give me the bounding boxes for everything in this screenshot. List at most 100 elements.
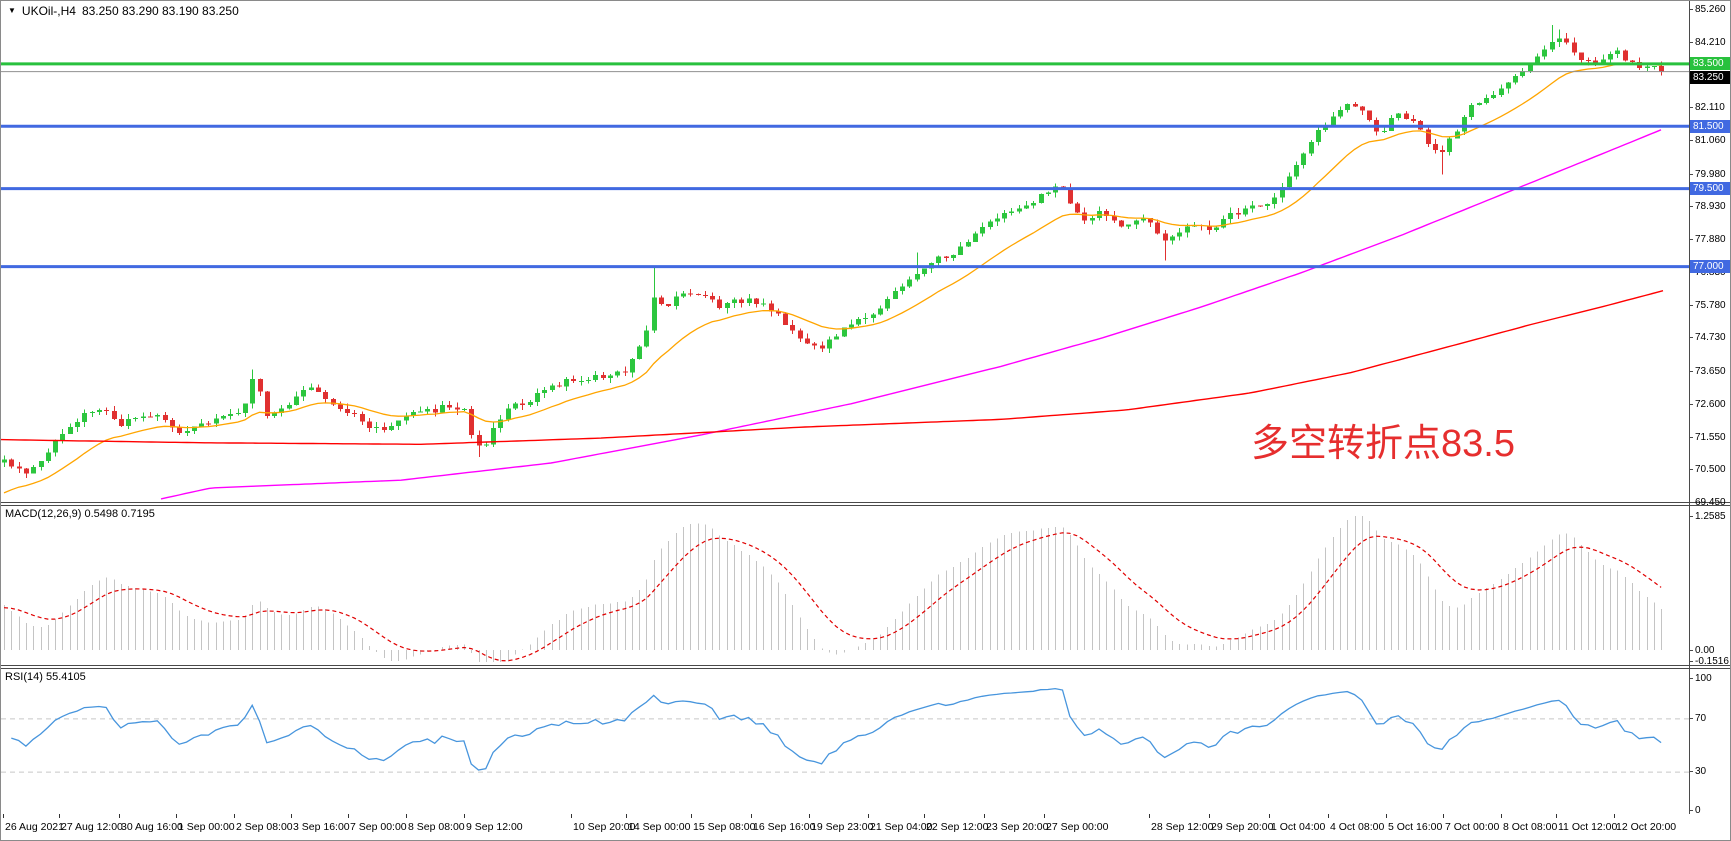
axis-tick bbox=[1689, 718, 1693, 719]
time-label: 10 Sep 20:00 bbox=[573, 821, 636, 833]
time-label: 8 Sep 08:00 bbox=[408, 821, 465, 833]
time-label: 29 Sep 20:00 bbox=[1211, 821, 1274, 833]
time-label: 4 Oct 08:00 bbox=[1330, 821, 1385, 833]
rsi-label: RSI(14) 55.4105 bbox=[5, 671, 86, 683]
macd-pane bbox=[1, 506, 1689, 665]
time-label: 19 Sep 23:00 bbox=[811, 821, 874, 833]
time-label: 1 Oct 04:00 bbox=[1271, 821, 1326, 833]
axis-tick bbox=[1689, 436, 1693, 438]
time-tick bbox=[406, 814, 407, 818]
macd-axis-label: 1.2585 bbox=[1695, 511, 1726, 522]
axis-tick bbox=[1689, 139, 1693, 141]
candles-group bbox=[2, 24, 1664, 478]
axis-tick bbox=[1689, 469, 1693, 471]
time-tick bbox=[464, 814, 465, 818]
axis-tick bbox=[1689, 206, 1693, 208]
time-label: 7 Sep 00:00 bbox=[350, 821, 407, 833]
time-tick bbox=[119, 814, 120, 818]
time-tick bbox=[348, 814, 349, 818]
axis-tick bbox=[1689, 810, 1693, 811]
time-tick bbox=[59, 814, 60, 818]
time-label: 27 Aug 12:00 bbox=[61, 821, 123, 833]
price-axis-label: 84.210 bbox=[1695, 36, 1726, 48]
time-tick bbox=[291, 814, 292, 818]
time-tick bbox=[176, 814, 177, 818]
axis-tick bbox=[1689, 371, 1693, 373]
axis-tick bbox=[1689, 661, 1693, 662]
axis-tick bbox=[1689, 107, 1693, 109]
time-label: 26 Aug 2021 bbox=[5, 821, 64, 833]
time-tick bbox=[868, 814, 869, 818]
time-tick bbox=[1209, 814, 1210, 818]
pane-separator bbox=[1, 668, 1730, 669]
ma-mid-line[interactable] bbox=[160, 129, 1662, 500]
pane-separator[interactable] bbox=[1, 502, 1730, 503]
time-tick bbox=[1328, 814, 1329, 818]
price-axis-label: 72.600 bbox=[1695, 398, 1726, 410]
macd-axis-label: -0.1516 bbox=[1695, 656, 1729, 667]
price-axis-label: 85.260 bbox=[1695, 4, 1726, 15]
axis-tick bbox=[1689, 304, 1693, 306]
macd-canvas[interactable] bbox=[1, 506, 1689, 665]
price-badge-83.500: 83.500 bbox=[1690, 57, 1730, 71]
time-tick bbox=[984, 814, 985, 818]
time-label: 2 Sep 08:00 bbox=[236, 821, 293, 833]
time-label: 11 Oct 12:00 bbox=[1558, 821, 1618, 833]
macd-signal-line bbox=[3, 532, 1662, 662]
ma-fast-line[interactable] bbox=[3, 62, 1662, 494]
time-tick bbox=[691, 814, 692, 818]
symbol-dropdown-icon[interactable]: ▼ bbox=[8, 6, 16, 15]
time-label: 27 Sep 00:00 bbox=[1046, 821, 1109, 833]
price-axis-label: 70.500 bbox=[1695, 464, 1726, 476]
time-tick bbox=[751, 814, 752, 818]
ohlc-values: 83.250 83.290 83.190 83.250 bbox=[81, 4, 239, 18]
price-axis-label: 74.730 bbox=[1695, 332, 1726, 344]
time-label: 15 Sep 08:00 bbox=[693, 821, 756, 833]
time-label: 7 Oct 00:00 bbox=[1445, 821, 1500, 833]
time-label: 30 Aug 16:00 bbox=[121, 821, 183, 833]
price-axis-label: 77.880 bbox=[1695, 234, 1726, 246]
axis-tick bbox=[1689, 9, 1693, 10]
macd-axis-label: 0.00 bbox=[1695, 645, 1715, 656]
price-badge-79.500: 79.500 bbox=[1690, 182, 1730, 196]
time-label: 12 Oct 20:00 bbox=[1616, 821, 1677, 833]
time-tick bbox=[1614, 814, 1615, 818]
rsi-pane bbox=[1, 669, 1689, 814]
time-label: 21 Sep 04:00 bbox=[870, 821, 933, 833]
time-tick bbox=[1386, 814, 1387, 818]
time-axis[interactable]: 26 Aug 2021 27 Aug 12:00 30 Aug 16:00 1 Sep… bbox=[1, 814, 1730, 840]
rsi-axis-label: 100 bbox=[1695, 673, 1712, 684]
axis-tick bbox=[1689, 239, 1693, 241]
rsi-canvas[interactable] bbox=[1, 669, 1689, 814]
ma-slow-line[interactable] bbox=[1, 290, 1664, 445]
time-tick bbox=[1501, 814, 1502, 818]
rsi-axis-label: 0 bbox=[1695, 805, 1701, 816]
time-label: 16 Sep 16:00 bbox=[753, 821, 816, 833]
price-axis-line bbox=[1689, 1, 1690, 814]
pane-separator[interactable] bbox=[1, 665, 1730, 666]
macd-title: MACD(12,26,9) bbox=[5, 508, 82, 520]
price-axis-label: 78.930 bbox=[1695, 201, 1726, 213]
main-chart-canvas[interactable] bbox=[1, 1, 1689, 502]
price-axis-label: 82.110 bbox=[1695, 102, 1725, 114]
time-tick bbox=[571, 814, 572, 818]
time-tick bbox=[1269, 814, 1270, 818]
time-label: 5 Oct 16:00 bbox=[1388, 821, 1443, 833]
time-label: 23 Sep 20:00 bbox=[986, 821, 1049, 833]
axis-tick bbox=[1689, 771, 1693, 772]
macd-histogram bbox=[4, 516, 1662, 662]
rsi-line bbox=[11, 687, 1662, 771]
price-axis-label: 79.980 bbox=[1695, 168, 1726, 180]
price-axis[interactable]: 85.260 84.210 82.110 81.060 79.980 78.930 77.8… bbox=[1689, 1, 1730, 816]
rsi-axis-label: 30 bbox=[1695, 766, 1707, 777]
axis-tick bbox=[1689, 337, 1693, 339]
time-label: 1 Sep 00:00 bbox=[178, 821, 235, 833]
time-tick bbox=[924, 814, 925, 818]
price-axis-label: 73.650 bbox=[1695, 366, 1726, 378]
price-axis-label: 71.550 bbox=[1695, 431, 1726, 443]
annotation-text[interactable]: 多空转折点83.5 bbox=[1251, 423, 1515, 465]
rsi-title: RSI(14) bbox=[5, 671, 43, 683]
price-badge-81.500: 81.500 bbox=[1690, 119, 1730, 133]
time-label: 9 Sep 12:00 bbox=[466, 821, 523, 833]
